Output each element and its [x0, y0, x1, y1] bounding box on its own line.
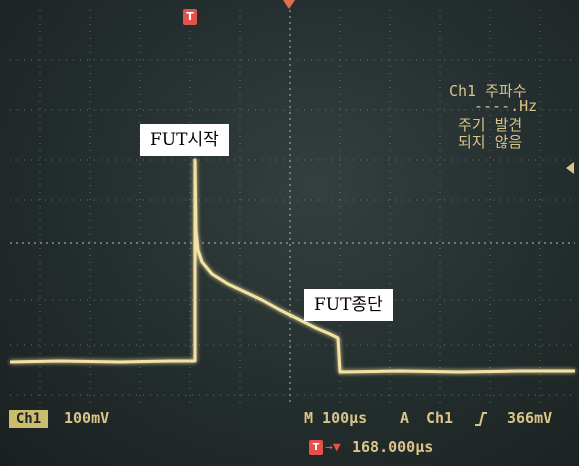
freq-readout-title: Ch1 주파수	[449, 82, 527, 100]
freq-status-line2: 되지 않음	[458, 133, 523, 151]
ch1-scale: 100mV	[64, 409, 110, 427]
graticule-center-axes	[10, 10, 575, 405]
trigger-position-readout: 168.000µs	[352, 438, 434, 456]
fut-start-label: FUT시작	[140, 124, 229, 156]
ch1-badge: Ch1	[9, 410, 48, 428]
trigger-mode: A	[400, 409, 410, 427]
signal-trace	[9, 158, 575, 374]
graticule-grid	[10, 10, 575, 405]
trigger-level: 366mV	[507, 409, 553, 427]
horizontal-position-arrow-icon	[283, 0, 295, 9]
trigger-offset-icon: T	[309, 440, 323, 455]
timebase: M 100µs	[304, 409, 368, 427]
freq-status-line1: 주기 발견	[458, 116, 523, 134]
trigger-level-arrow-icon	[566, 162, 574, 174]
trigger-position-marker-icon: T	[183, 9, 197, 25]
rising-edge-icon	[475, 412, 487, 426]
freq-readout-value: ----.Hz	[474, 97, 538, 115]
fut-stop-label: FUT종단	[304, 289, 393, 321]
trigger-source: Ch1	[426, 409, 454, 427]
trigger-offset-arrow-icon: →▼	[325, 440, 341, 455]
